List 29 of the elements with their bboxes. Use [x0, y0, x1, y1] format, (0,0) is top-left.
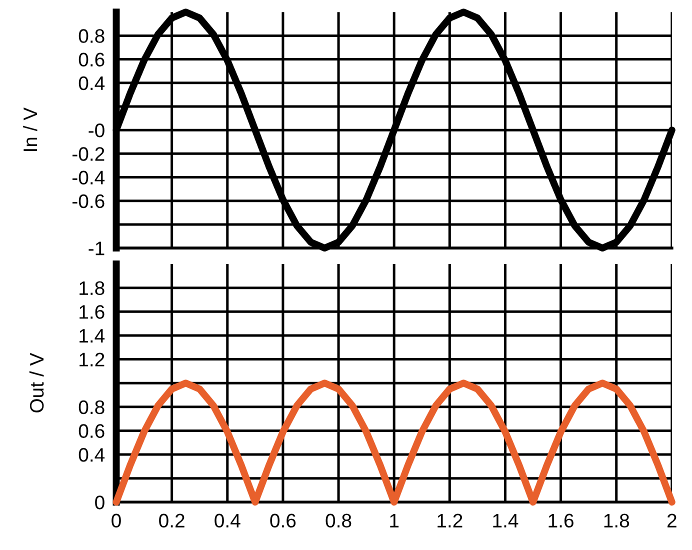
y-tick-label: -1 — [88, 242, 104, 256]
x-tick-label: 2 — [668, 514, 676, 528]
y-tick-label: 1.2 — [80, 352, 104, 366]
x-tick-label: 0.6 — [270, 514, 296, 528]
y-tick-label: 1.4 — [80, 329, 105, 342]
x-tick-label: 1.4 — [493, 514, 518, 528]
y-tick-label: -0.2 — [72, 147, 104, 161]
y-tick-label: 0.8 — [78, 29, 104, 43]
x-tick-label: 1.2 — [438, 514, 462, 528]
y-tick-label: 0.8 — [78, 400, 104, 414]
x-tick-label: 0 — [112, 514, 121, 528]
x-tick-label: 0.8 — [326, 514, 352, 528]
x-tick-label: 1.8 — [604, 514, 630, 528]
y-tick-label: 1.8 — [80, 281, 104, 296]
y-tick-label: 0 — [95, 496, 104, 510]
x-tick-label: 0.4 — [214, 514, 240, 528]
y-tick-label: 0.6 — [78, 52, 104, 67]
y-tick-label: -0.4 — [72, 170, 105, 184]
y-tick-label: -0.6 — [72, 194, 104, 208]
x-tick-label: 0.2 — [159, 514, 184, 528]
y-axis-title: Out / V — [29, 352, 44, 412]
y-axis-title: In / V — [22, 107, 38, 151]
x-tick-label: 1.6 — [548, 514, 574, 528]
y-tick-label: 1.6 — [80, 305, 104, 319]
y-tick-label: 0.6 — [78, 424, 104, 438]
x-tick-label: 1 — [390, 514, 399, 528]
y-tick-label: 0.4 — [78, 448, 105, 462]
y-tick-label: -0 — [88, 124, 104, 138]
y-tick-label: 0.4 — [78, 76, 105, 90]
